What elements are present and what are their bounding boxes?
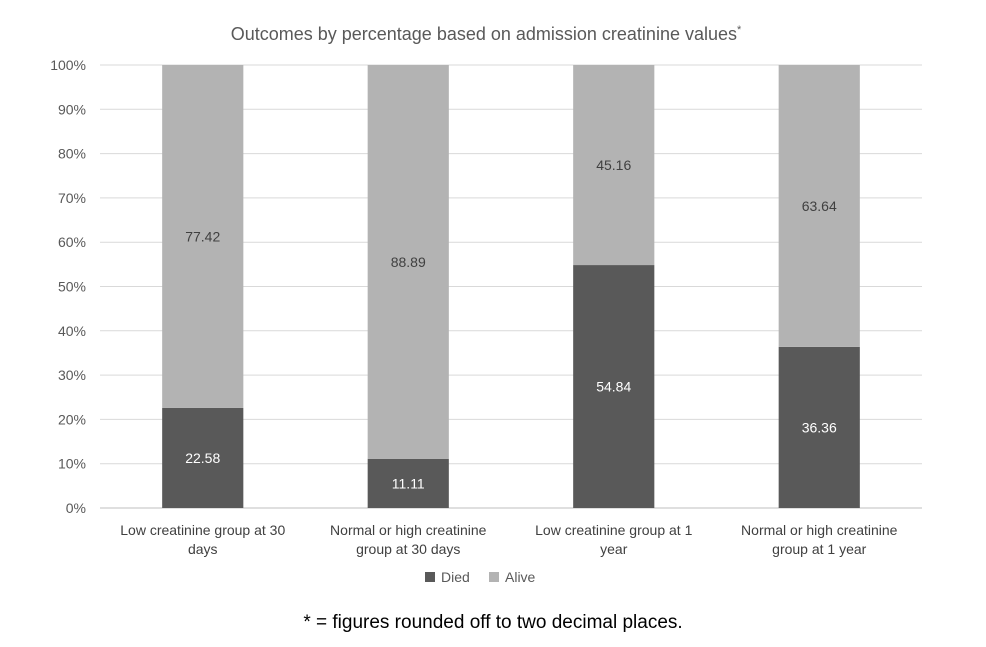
bar-died [162,407,244,508]
category-label: Low creatinine group at 30 days [120,522,285,557]
category-label: Low creatinine group at 1 year [535,522,692,557]
y-tick-label: 100% [50,57,86,73]
y-tick-label: 50% [58,279,86,295]
bar-alive [573,65,655,266]
y-tick-label: 0% [66,500,86,516]
legend: Died Alive [425,569,536,585]
data-label-alive: 45.16 [596,157,631,173]
bar-died [367,458,449,508]
legend-label-alive: Alive [505,569,536,585]
legend-label-died: Died [441,569,470,585]
category-label-line: days [188,541,218,557]
bar-died [573,265,655,508]
bar-alive [778,65,860,347]
category-label-line: Low creatinine group at 30 [120,522,285,538]
legend-swatch-alive [489,572,499,582]
data-label-died: 54.84 [596,379,631,395]
bar-alive [162,65,244,408]
category-label: Normal or high creatinine group at 30 day… [330,522,487,557]
data-labels: 22.58 77.42 11.11 88.89 54.84 45.16 36.36 63.64 [185,157,837,491]
category-label-line: Normal or high creatinine [741,522,898,538]
stacked-bar-chart: Outcomes by percentage based on admissio… [50,24,922,585]
footnote: * = figures rounded off to two decimal p… [303,612,683,633]
data-label-alive: 88.89 [391,254,426,270]
bar-alive [367,65,449,459]
y-tick-label: 80% [58,146,86,162]
y-tick-label: 10% [58,456,86,472]
category-label-line: year [600,541,628,557]
data-label-alive: 63.64 [802,198,837,214]
category-label: Normal or high creatinine group at 1 year [741,522,898,557]
x-axis-categories: Low creatinine group at 30 days Normal or … [120,522,897,557]
data-label-died: 36.36 [802,419,837,435]
y-tick-label: 60% [58,234,86,250]
category-label-line: group at 30 days [356,541,460,557]
y-axis-ticks: 0% 10% 20% 30% 40% 50% 60% 70% 80% 90% 100% [50,57,86,516]
y-tick-label: 70% [58,190,86,206]
category-label-line: Normal or high creatinine [330,522,487,538]
y-tick-label: 20% [58,411,86,427]
data-label-died: 22.58 [185,450,220,466]
category-label-line: Low creatinine group at 1 [535,522,692,538]
y-tick-label: 30% [58,367,86,383]
category-label-line: group at 1 year [772,541,867,557]
data-label-died: 11.11 [392,475,425,491]
bars [162,65,860,508]
y-tick-label: 40% [58,323,86,339]
legend-swatch-died [425,572,435,582]
chart-title-superscript: * [737,24,742,36]
data-label-alive: 77.42 [185,228,220,244]
chart-title: Outcomes by percentage based on admissio… [231,24,742,44]
bar-died [778,346,860,508]
chart-title-main: Outcomes by percentage based on admissio… [231,24,737,44]
y-tick-label: 90% [58,101,86,117]
